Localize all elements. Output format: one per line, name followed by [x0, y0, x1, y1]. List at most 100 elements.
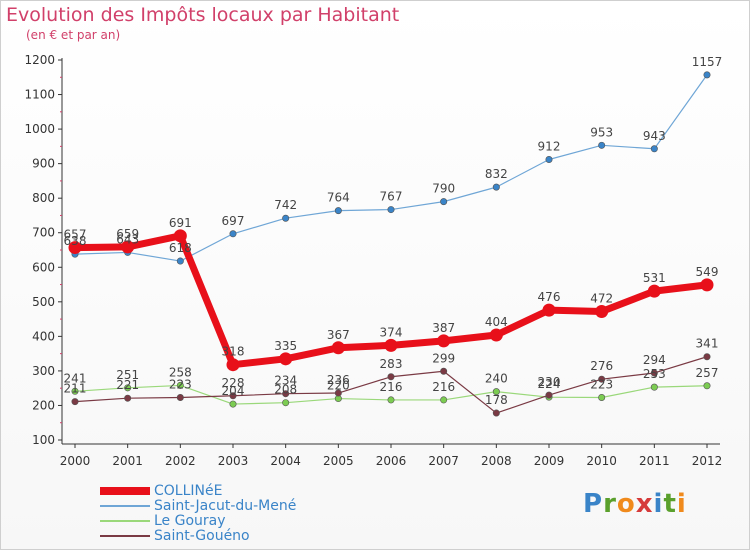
legend-item: COLLINéE: [100, 484, 360, 499]
data-point: [492, 183, 500, 191]
data-point: [387, 206, 395, 214]
data-label: 335: [274, 339, 297, 353]
data-point: [703, 353, 711, 361]
y-tick-label: 400: [32, 329, 55, 343]
data-point: [229, 392, 237, 400]
data-point: [387, 396, 395, 404]
y-tick-label: 1100: [24, 88, 55, 102]
data-point: [68, 241, 82, 255]
x-tick-label: 2007: [428, 454, 459, 468]
data-label: 832: [485, 167, 508, 181]
data-label: 258: [169, 365, 192, 379]
data-label: 742: [274, 198, 297, 212]
x-tick-label: 2011: [639, 454, 670, 468]
data-label: 228: [222, 376, 245, 390]
data-point: [176, 381, 184, 389]
data-point: [282, 390, 290, 398]
data-point: [226, 358, 240, 372]
data-label: 404: [485, 315, 508, 329]
chart-legend: COLLINéE Saint-Jacut-du-Mené Le Gouray Sain…: [100, 484, 360, 544]
data-point: [595, 304, 609, 318]
data-label: 294: [643, 353, 666, 367]
data-label: 216: [432, 380, 455, 394]
data-point: [331, 341, 345, 355]
logo-letter: P: [583, 489, 604, 519]
x-tick-label: 2008: [481, 454, 512, 468]
data-point: [71, 387, 79, 395]
data-label: 223: [590, 378, 613, 392]
x-tick-label: 2006: [376, 454, 407, 468]
data-label: 221: [116, 378, 139, 392]
data-label: 216: [380, 380, 403, 394]
data-label: 241: [64, 371, 87, 385]
legend-item: Le Gouray: [100, 514, 360, 529]
data-label: 549: [696, 265, 719, 279]
x-tick-label: 2004: [270, 454, 301, 468]
data-point: [124, 384, 132, 392]
data-point: [229, 230, 237, 238]
data-point: [173, 229, 187, 243]
data-point: [489, 328, 503, 342]
legend-swatch: [100, 535, 150, 537]
data-point: [542, 303, 556, 317]
data-point: [598, 375, 606, 383]
y-tick-label: 1000: [24, 122, 55, 136]
data-label: 276: [590, 359, 613, 373]
data-point: [229, 400, 237, 408]
data-point: [440, 198, 448, 206]
x-tick-label: 2002: [165, 454, 196, 468]
legend-swatch: [100, 487, 150, 495]
legend-item: Saint-Gouéno: [100, 529, 360, 544]
data-label: 374: [380, 325, 403, 339]
data-label: 1157: [692, 55, 723, 69]
data-point: [703, 382, 711, 390]
logo-letter: t: [663, 489, 677, 519]
data-label: 257: [696, 366, 719, 380]
x-tick-label: 2001: [112, 454, 143, 468]
data-label: 790: [432, 182, 455, 196]
data-point: [598, 141, 606, 149]
proxiti-logo: Proxiti: [583, 489, 687, 519]
data-label: 387: [432, 321, 455, 335]
y-tick-label: 100: [32, 433, 55, 447]
data-label: 657: [64, 228, 87, 242]
data-label: 299: [432, 351, 455, 365]
data-label: 224: [538, 377, 561, 391]
legend-swatch: [100, 520, 150, 522]
data-point: [437, 334, 451, 348]
data-point: [176, 394, 184, 402]
data-point: [647, 284, 661, 298]
data-label: 367: [327, 328, 350, 342]
chart-title: Evolution des Impôts locaux par Habitant: [6, 4, 400, 26]
data-label: 764: [327, 191, 350, 205]
legend-swatch: [100, 505, 150, 507]
data-point: [334, 207, 342, 215]
data-label: 234: [274, 374, 297, 388]
logo-letter: o: [616, 489, 636, 519]
data-point: [440, 396, 448, 404]
data-point: [387, 373, 395, 381]
data-point: [440, 367, 448, 375]
data-label: 643: [116, 232, 139, 246]
y-tick-label: 200: [32, 398, 55, 412]
legend-label: Saint-Gouéno: [154, 528, 250, 544]
y-tick-label: 700: [32, 226, 55, 240]
data-point: [124, 394, 132, 402]
data-point: [282, 214, 290, 222]
data-point: [545, 391, 553, 399]
data-point: [279, 352, 293, 366]
data-point: [703, 71, 711, 79]
data-point: [282, 399, 290, 407]
data-label: 178: [485, 393, 508, 407]
data-point: [598, 394, 606, 402]
data-point: [650, 145, 658, 153]
y-tick-label: 1200: [24, 53, 55, 67]
data-label: 204: [222, 384, 245, 398]
x-tick-label: 2009: [534, 454, 565, 468]
data-label: 211: [64, 382, 87, 396]
data-point: [71, 398, 79, 406]
data-label: 638: [64, 234, 87, 248]
logo-letter: i: [653, 489, 664, 519]
data-label: 208: [274, 383, 297, 397]
